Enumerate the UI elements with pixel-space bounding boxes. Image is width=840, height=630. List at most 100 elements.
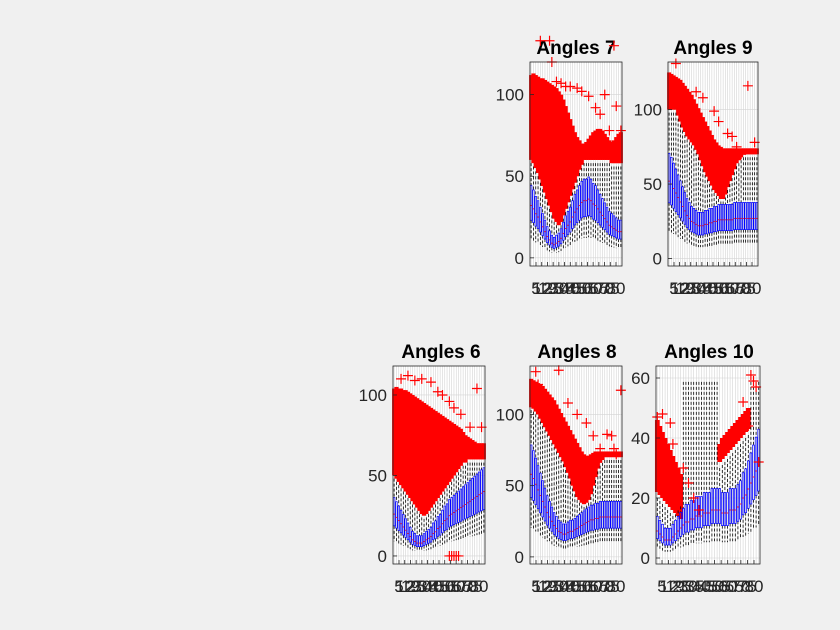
- box: [575, 189, 579, 223]
- box: [697, 496, 701, 529]
- outlier-cluster: [752, 148, 757, 155]
- outlier-cluster: [579, 143, 584, 165]
- outlier-cluster: [717, 444, 723, 462]
- outlier-marker: [615, 125, 626, 136]
- box: [699, 211, 702, 236]
- box: [548, 501, 551, 529]
- box: [573, 517, 577, 538]
- outlier-cluster: [705, 126, 710, 177]
- box: [432, 522, 435, 541]
- outlier-cluster: [607, 140, 612, 160]
- outlier-cluster: [479, 443, 484, 460]
- outlier-cluster: [444, 419, 450, 486]
- box: [546, 226, 549, 243]
- box: [726, 204, 729, 232]
- outlier-cluster: [611, 140, 617, 164]
- outlier-cluster: [586, 138, 591, 160]
- outlier-cluster: [398, 388, 404, 486]
- outlier-cluster: [561, 99, 566, 216]
- outlier-marker: [465, 422, 476, 433]
- outlier-cluster: [570, 125, 575, 190]
- outlier-marker: [453, 550, 464, 561]
- outlier-marker: [697, 92, 708, 103]
- outlier-cluster: [602, 451, 607, 458]
- subplot-title: Angles 6: [401, 342, 480, 363]
- x-tick-label: 5: [669, 279, 678, 298]
- outlier-cluster: [531, 73, 536, 164]
- outlier-cluster: [426, 406, 431, 511]
- box: [464, 484, 467, 520]
- box: [669, 527, 672, 546]
- outlier-cluster: [748, 148, 753, 155]
- box: [708, 208, 711, 234]
- outlier-cluster: [549, 84, 554, 213]
- x-tick-label: 35: [418, 577, 437, 596]
- outlier-cluster: [461, 432, 466, 463]
- box: [573, 193, 577, 226]
- outlier-cluster: [442, 417, 447, 489]
- x-tick-label: 50: [709, 279, 728, 298]
- outlier-cluster: [598, 128, 603, 160]
- x-tick-label: 65: [589, 279, 608, 298]
- outlier-marker: [727, 131, 738, 142]
- outlier-cluster: [730, 148, 735, 176]
- outlier-cluster: [738, 417, 743, 438]
- outlier-cluster: [662, 438, 668, 501]
- box: [596, 502, 600, 530]
- x-tick-label: 30: [549, 279, 568, 298]
- box: [687, 504, 690, 533]
- box: [459, 488, 463, 522]
- box: [708, 492, 711, 526]
- box: [450, 497, 453, 527]
- outlier-marker: [745, 370, 756, 380]
- outlier-cluster: [408, 393, 413, 498]
- outlier-cluster: [392, 388, 397, 476]
- box: [596, 189, 600, 223]
- x-tick-label: 80: [470, 577, 489, 596]
- box: [661, 523, 664, 544]
- outlier-cluster: [538, 78, 543, 180]
- outlier-cluster: [669, 73, 674, 110]
- box: [578, 185, 581, 221]
- box: [409, 526, 412, 543]
- box: [601, 501, 604, 529]
- box: [617, 219, 620, 240]
- subplot-title: Angles 10: [664, 342, 754, 363]
- box: [564, 215, 567, 238]
- outlier-cluster: [721, 148, 726, 199]
- x-tick-label: 60: [584, 577, 603, 596]
- outlier-marker: [581, 417, 592, 428]
- outlier-cluster: [604, 451, 610, 458]
- box: [562, 523, 565, 541]
- outlier-cluster: [565, 425, 571, 473]
- outlier-cluster: [477, 443, 482, 460]
- outlier-marker: [590, 102, 601, 113]
- outlier-cluster: [667, 72, 672, 110]
- outlier-marker: [416, 373, 427, 384]
- outlier-marker: [743, 421, 754, 431]
- box: [566, 521, 570, 540]
- outlier-cluster: [618, 132, 623, 164]
- x-tick-label: 45: [430, 577, 449, 596]
- box: [555, 516, 558, 537]
- outlier-marker: [751, 382, 762, 392]
- y-tick-label: 20: [631, 489, 650, 508]
- x-tick-label: 35: [685, 577, 704, 596]
- outlier-cluster: [538, 384, 543, 419]
- outlier-marker: [562, 398, 573, 409]
- outlier-cluster: [535, 76, 541, 173]
- x-tick-label: 45: [567, 577, 586, 596]
- outlier-cluster: [531, 380, 536, 409]
- outlier-cluster: [614, 137, 619, 164]
- x-tick-label: 55: [578, 279, 597, 298]
- box: [670, 156, 673, 206]
- outlier-cluster: [735, 420, 741, 441]
- outlier-marker: [602, 429, 613, 440]
- outlier-cluster: [410, 394, 415, 502]
- box: [457, 490, 460, 523]
- box: [608, 501, 611, 529]
- outlier-cluster: [428, 407, 434, 508]
- outlier-cluster: [558, 94, 564, 222]
- outlier-cluster: [463, 435, 468, 463]
